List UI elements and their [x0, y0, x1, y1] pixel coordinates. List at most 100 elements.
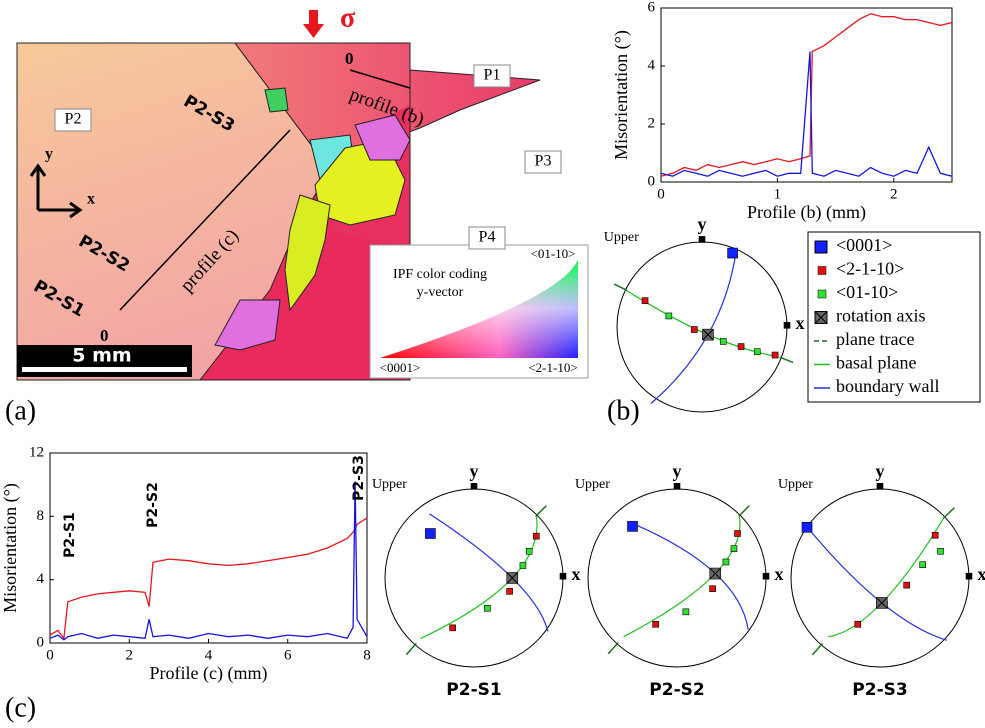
- grain-magenta: [354, 114, 411, 161]
- grain-label: P4: [479, 229, 496, 246]
- pole-2-1-10: [734, 530, 741, 537]
- plane-trace: [613, 283, 628, 292]
- series-line: [660, 51, 953, 177]
- grain-map: [16, 10, 589, 381]
- ipf-corner: <2-1-10>: [528, 360, 577, 375]
- pole-x: x: [775, 564, 784, 584]
- plane-trace: [405, 642, 417, 656]
- legend-label: basal plane: [836, 353, 916, 373]
- pole-01-10: [665, 312, 673, 320]
- scale-label: 5 mm: [72, 345, 131, 367]
- y-marker: [698, 236, 706, 243]
- pole-2-1-10: [652, 620, 659, 628]
- pole-x: x: [978, 564, 985, 584]
- plot-frame: [49, 452, 368, 644]
- ipf-corner: <0001>: [380, 360, 421, 375]
- pole-2-1-10: [449, 624, 456, 632]
- boundary-wall: [634, 524, 749, 630]
- pole-title: P2-S1: [446, 680, 501, 700]
- pole-title: P2-S3: [852, 680, 907, 700]
- pole-upper: Upper: [604, 230, 639, 245]
- x-axis-label: Profile (c) (mm): [150, 663, 268, 684]
- basal-plane: [828, 517, 945, 638]
- pole-2-1-10: [506, 588, 513, 595]
- grain-label: P3: [535, 153, 552, 170]
- rotation-axis-cross: [709, 568, 721, 579]
- pole-circle: [790, 488, 970, 668]
- x-marker: [783, 321, 791, 329]
- pole-01-10: [937, 547, 944, 555]
- basal-plane: [623, 515, 741, 638]
- rotation-axis-cross: [876, 597, 888, 609]
- pole-x: x: [572, 564, 581, 584]
- plane-trace: [607, 642, 619, 655]
- y-tick-label: 0: [37, 634, 45, 650]
- x-marker: [762, 572, 770, 580]
- origin-label: 0: [345, 49, 354, 68]
- legend-label: rotation axis: [836, 306, 925, 326]
- grain-magenta-2: [214, 299, 281, 351]
- ipf-corner: <01-10>: [531, 246, 576, 261]
- legend-label: boundary wall: [836, 376, 939, 396]
- pole-y: y: [470, 461, 479, 481]
- y-axis-label: Misorientation (°): [0, 483, 21, 613]
- legend-sym: [817, 266, 827, 275]
- pole-x: x: [796, 313, 805, 333]
- pole-title: P2-S2: [649, 680, 704, 700]
- y-tick-label: 4: [37, 571, 45, 587]
- pole-2-1-10: [737, 343, 745, 350]
- y-tick-label: 2: [648, 115, 656, 131]
- series-line: [660, 13, 953, 177]
- pole-y: y: [673, 461, 682, 481]
- origin-label: 0: [100, 326, 109, 345]
- y-axis-label: Misorientation (°): [611, 30, 632, 160]
- legend-sym: [817, 289, 827, 299]
- pole-2-1-10: [709, 585, 716, 592]
- pole-0001: [425, 528, 436, 539]
- grain-green: [264, 87, 289, 113]
- legend-b: <0001> <2-1-10> <01-10> rotation axis plane …: [807, 231, 981, 403]
- pole-2-1-10: [903, 581, 911, 589]
- annotation: P2-S2: [145, 482, 161, 528]
- legend-sym: [814, 311, 828, 324]
- x-tick-label: 1: [774, 186, 782, 202]
- legend-label: <2-1-10>: [836, 259, 904, 279]
- plane-trace: [942, 507, 955, 519]
- grain-label: P1: [484, 67, 501, 84]
- legend-box: [807, 231, 981, 403]
- stress-arrow: [303, 10, 324, 38]
- pole-2-1-10: [771, 351, 779, 359]
- pole-upper: Upper: [778, 477, 813, 492]
- ipf-title: IPF color coding: [393, 267, 487, 282]
- series-line: [49, 517, 368, 641]
- x-tick-label: 0: [657, 186, 665, 202]
- y-tick-label: 12: [29, 444, 44, 460]
- scale-bar: [22, 367, 187, 372]
- rotation-axis-cross: [702, 329, 714, 341]
- pole-2-1-10: [854, 620, 862, 628]
- pole-upper: Upper: [372, 477, 407, 492]
- legend-label: <0001>: [836, 235, 892, 255]
- plane-trace: [811, 643, 823, 656]
- axis-label: x: [87, 191, 95, 208]
- pole-01-10: [919, 561, 927, 568]
- pole-upper: Upper: [575, 477, 610, 492]
- grain-label-bg: [524, 150, 562, 174]
- plot-frame: [660, 7, 953, 183]
- pole-01-10: [753, 348, 761, 355]
- x-axis-label: Profile (b) (mm): [747, 202, 866, 223]
- y-marker: [876, 483, 884, 490]
- ipf-triangle-overlay: [380, 260, 578, 358]
- x-tick-label: 0: [46, 647, 54, 663]
- profile-c-line: [119, 129, 291, 311]
- y-tick-label: 8: [37, 508, 45, 524]
- pole-y: y: [876, 461, 885, 481]
- pole-01-10: [730, 545, 738, 552]
- x-tick-label: 6: [284, 647, 292, 663]
- pole-y: y: [698, 214, 707, 234]
- axis-label: y: [45, 146, 53, 163]
- pole-01-10: [484, 604, 491, 612]
- legend-label: plane trace: [836, 329, 914, 349]
- grain-label-bg: [54, 108, 92, 132]
- pole-01-10: [719, 338, 727, 345]
